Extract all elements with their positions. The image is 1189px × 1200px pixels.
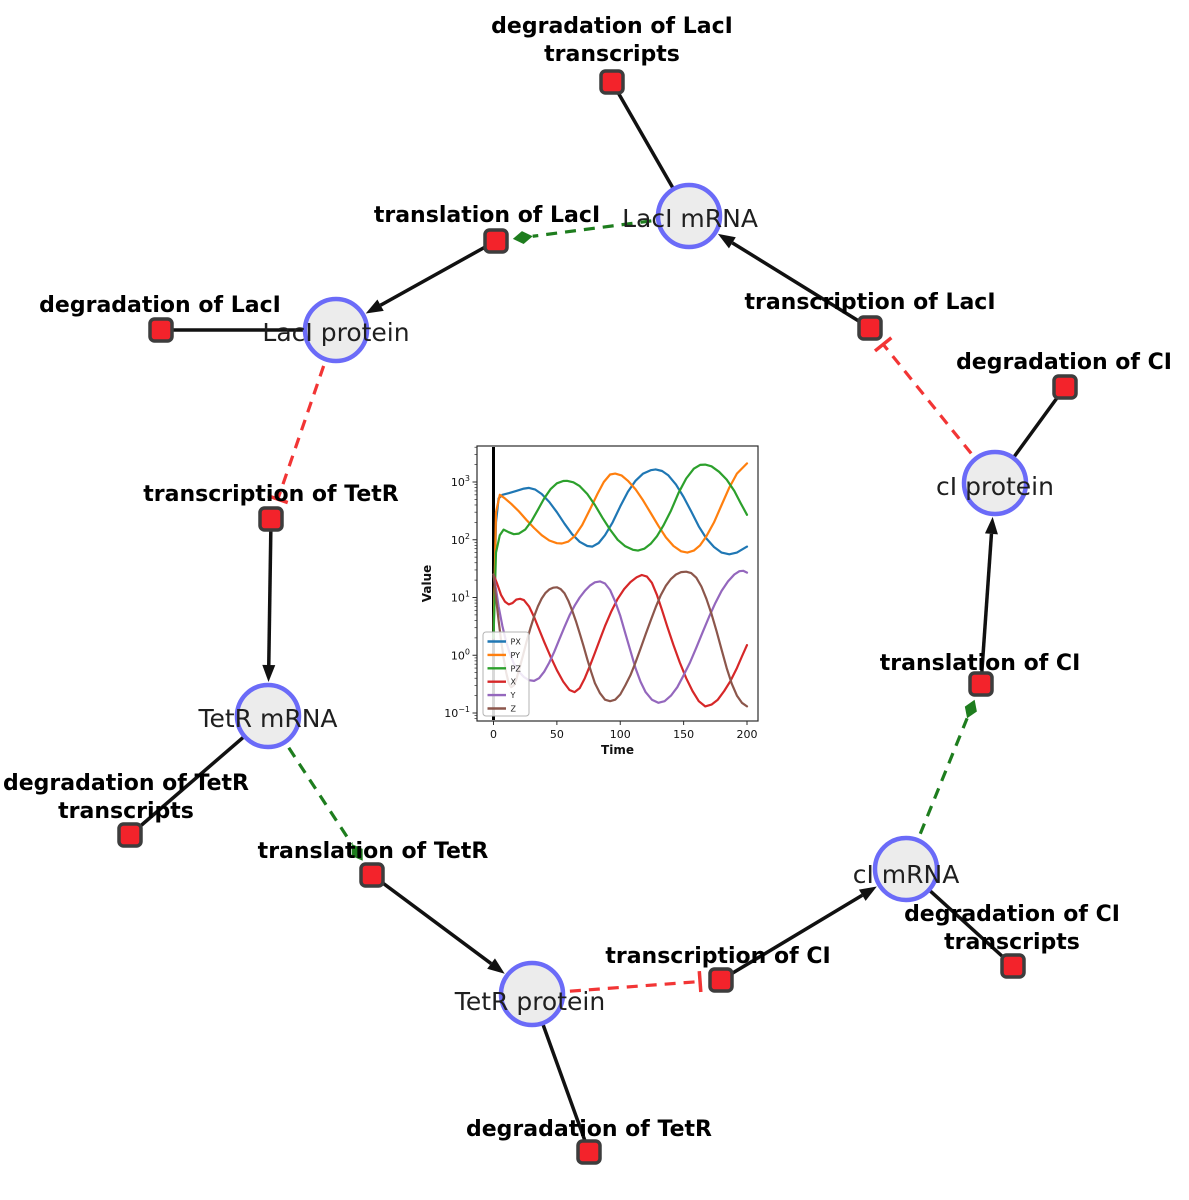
chart-legend-label-X: X (511, 678, 517, 687)
chart-legend-label-Y: Y (510, 691, 516, 700)
reaction-node-transc-tetr (258, 506, 284, 532)
reaction-node-deg-ci-transcripts (1000, 953, 1026, 979)
reaction-label-deg-tetr-transcripts: degradation of TetR (3, 771, 249, 796)
labels-layer: degradation of LacI transcripts translatio… (3, 14, 1172, 1142)
reaction-node-deg-tetr (576, 1139, 602, 1165)
reaction-label-transl-laci: translation of LacI (374, 203, 600, 228)
reaction-label-transl-ci: translation of CI (880, 651, 1081, 676)
edge-production-transl-tetr-tetr-protein (370, 873, 493, 965)
edge-inhibition-ci-protein-transc-laci-tbar-icon (873, 336, 893, 353)
chart-legend-label-PZ: PZ (511, 664, 522, 673)
chart-x-tick-label: 100 (610, 728, 631, 741)
species-node-tetr-protein (498, 960, 566, 1028)
edge-production-transl-ci-ci-protein-arrowhead-icon (984, 516, 998, 535)
chart-x-tick-label: 50 (550, 728, 564, 741)
timecourse-chart: 0 50 100 150 20010−1100101102103TimeValuePXP… (417, 432, 783, 817)
species-node-laci-mrna (655, 182, 723, 250)
chart-series-PY (492, 462, 749, 640)
reaction-node-transc-ci (708, 967, 734, 993)
edge-production-transc-ci-ci-mrna (720, 893, 864, 982)
reaction-label-transc-ci: transcription of CI (605, 944, 830, 969)
chart-y-tick-label: 101 (451, 590, 470, 605)
edge-modifier-tetr-mrna-transl-tetr-diamond-icon (351, 844, 363, 861)
chart-series-X (492, 573, 749, 708)
species-label-tetr-mrna: TetR mRNA (197, 704, 337, 733)
reaction-label-transc-tetr: transcription of TetR (143, 482, 399, 507)
reaction-label-deg-tetr-transcripts: transcripts (58, 799, 194, 824)
chart-axes-box (476, 445, 759, 722)
edge-production-transl-ci-ci-protein (979, 533, 994, 685)
species-label-ci-mrna: cI mRNA (853, 860, 960, 889)
species-label-laci-protein: LacI protein (262, 318, 409, 347)
chart-x-tick-label: 150 (673, 728, 694, 741)
chart-legend: PX PY PZ XYZ (482, 631, 530, 717)
chart-x-tick-label: 0 (490, 728, 497, 741)
reaction-label-transl-tetr: translation of TetR (258, 839, 489, 864)
chart-legend-label-PX: PX (511, 638, 522, 647)
species-label-laci-mrna: LacI mRNA (622, 204, 758, 233)
edge-modifier-ci-mrna-transl-ci-diamond-icon (964, 699, 977, 719)
species-node-ci-mrna (872, 835, 940, 903)
chart-y-axis-label: Value (420, 565, 434, 603)
chart-legend-box (482, 631, 530, 717)
chart-x-tick-label: 200 (737, 728, 758, 741)
reaction-node-transl-tetr (359, 862, 385, 888)
species-node-ci-protein (961, 449, 1029, 517)
reaction-label-deg-laci: degradation of LacI (39, 293, 281, 318)
chart-y-tick-label: 102 (451, 532, 470, 547)
edge-production-transl-tetr-tetr-protein-arrowhead-icon (487, 958, 505, 974)
edge-production-transc-tetr-tetr-mrna (267, 518, 273, 666)
species-node-laci-protein (302, 296, 370, 364)
reaction-node-deg-laci (148, 317, 174, 343)
species-nodes-layer (234, 182, 1029, 1028)
chart-legend-label-PY: PY (511, 651, 521, 660)
reaction-node-transc-laci (857, 315, 883, 341)
reaction-label-deg-ci-transcripts: degradation of CI (904, 902, 1120, 927)
reaction-label-deg-laci-transcripts: transcripts (544, 42, 680, 67)
species-label-ci-protein: cI protein (936, 472, 1054, 501)
reaction-nodes-layer (117, 69, 1078, 1165)
species-label-tetr-protein: TetR protein (454, 987, 605, 1016)
reaction-node-deg-laci-transcripts (599, 69, 625, 95)
chart-x-axis-label: Time (601, 743, 634, 757)
edge-inhibition-tetr-protein-transc-ci-tbar-icon (697, 970, 703, 993)
edge-production-transc-laci-laci-mrna-arrowhead-icon (717, 233, 736, 249)
edge-production-transc-tetr-tetr-mrna-arrowhead-icon (262, 664, 276, 683)
chart-y-tick-label: 10−1 (444, 705, 470, 720)
reaction-label-deg-laci-transcripts: degradation of LacI (491, 14, 733, 39)
chart-background (417, 432, 783, 817)
chart-y-tick-label: 103 (451, 474, 470, 489)
chart-series-layer (492, 447, 749, 720)
reaction-node-transl-laci (483, 228, 509, 254)
edge-production-transc-ci-ci-mrna-arrowhead-icon (858, 886, 877, 901)
edge-production-transc-laci-laci-mrna (731, 241, 871, 330)
reaction-node-transl-ci (968, 671, 994, 697)
reaction-node-deg-ci (1052, 374, 1078, 400)
edge-production-transl-laci-laci-protein-arrowhead-icon (365, 299, 384, 314)
edge-production-transl-laci-laci-protein (379, 239, 497, 307)
chart-legend-label-Z: Z (511, 705, 517, 714)
reaction-node-deg-tetr-transcripts (117, 822, 143, 848)
edge-modifier-laci-mrna-transl-laci-diamond-icon (512, 231, 533, 244)
reaction-label-deg-ci: degradation of CI (956, 350, 1172, 375)
reaction-label-deg-tetr: degradation of TetR (466, 1117, 712, 1142)
chart-series-PZ (492, 463, 749, 640)
reaction-label-transc-laci: transcription of LacI (744, 290, 995, 315)
edge-inhibition-laci-protein-transc-tetr-tbar-icon (267, 494, 289, 505)
species-node-tetr-mrna (234, 682, 302, 750)
reaction-label-deg-ci-transcripts: transcripts (944, 930, 1080, 955)
chart-y-tick-label: 100 (451, 647, 470, 662)
